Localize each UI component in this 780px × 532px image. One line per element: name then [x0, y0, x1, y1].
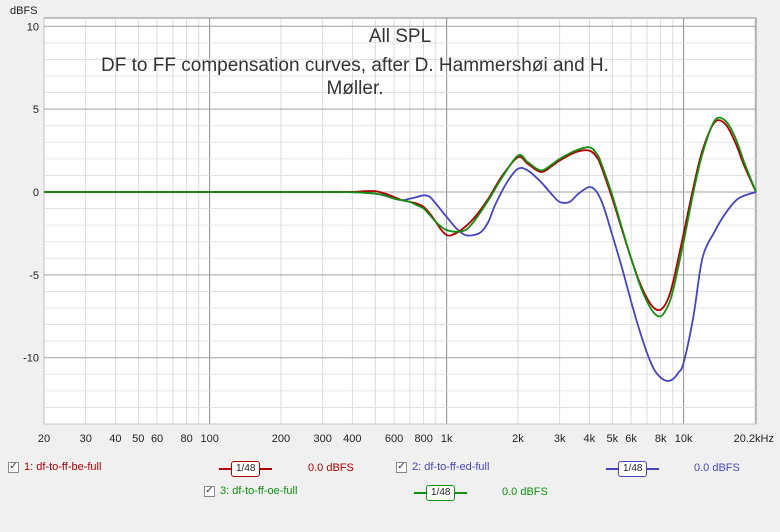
y-tick-label: -10	[23, 353, 39, 365]
series-line-2	[43, 166, 757, 382]
series-2-smoothing-label: 1/48	[618, 461, 648, 477]
series-1-smoothing-label: 1/48	[231, 461, 261, 477]
x-tick-label: 400	[343, 433, 361, 445]
x-tick-label: 10k	[675, 433, 693, 445]
x-tick-label: 50	[132, 433, 144, 445]
x-tick-label: 5k	[606, 433, 618, 445]
series-layer	[43, 116, 757, 382]
chart-subtitle: DF to FF compensation curves, after D. H…	[101, 55, 609, 99]
series-1-name: 1: df-to-ff-be-full	[24, 461, 102, 473]
x-tick-label: 6k	[625, 433, 637, 445]
x-tick-label: 100	[200, 433, 218, 445]
series-1-level: 0.0 dBFS	[308, 462, 354, 474]
chart-title: All SPL	[369, 26, 431, 47]
series-1-smoothing[interactable]: 1/48	[219, 461, 273, 477]
x-tick-label: 1k	[441, 433, 453, 445]
series-1-checkbox[interactable]: ✓	[8, 461, 19, 473]
x-tick-label: 8k	[655, 433, 667, 445]
x-tick-label: 300	[314, 433, 332, 445]
x-tick-label: 30	[80, 433, 92, 445]
series-3-smoothing[interactable]: 1/48	[414, 485, 468, 501]
y-tick-labels: 10 5 0 -5 -10	[23, 21, 39, 364]
x-tick-label: 60	[151, 433, 163, 445]
x-tick-label: 40	[109, 433, 121, 445]
series-2-level: 0.0 dBFS	[694, 462, 740, 474]
series-3-name: 3: df-to-ff-oe-full	[220, 485, 298, 497]
y-tick-label: 5	[33, 104, 39, 116]
x-tick-label: 80	[181, 433, 193, 445]
series-3-checkbox[interactable]: ✓	[204, 485, 215, 497]
x-tick-label: 20.2kHz	[734, 433, 774, 445]
series-3-level: 0.0 dBFS	[502, 486, 548, 498]
legend-item-3[interactable]: ✓ 3: df-to-ff-oe-full	[204, 485, 297, 497]
series-line-3	[43, 116, 757, 318]
series-2-checkbox[interactable]: ✓	[396, 461, 407, 473]
y-tick-label: -5	[29, 270, 39, 282]
y-tick-label: 0	[33, 187, 39, 199]
legend-item-2[interactable]: ✓ 2: df-to-ff-ed-full	[396, 461, 489, 473]
series-2-name: 2: df-to-ff-ed-full	[412, 461, 490, 473]
y-axis-label: dBFS	[10, 5, 38, 17]
x-tick-label: 600	[385, 433, 403, 445]
y-tick-label: 10	[27, 21, 39, 33]
x-tick-label: 3k	[554, 433, 566, 445]
grid	[43, 18, 756, 425]
legend-item-1[interactable]: ✓ 1: df-to-ff-be-full	[8, 461, 101, 473]
x-tick-label: 4k	[584, 433, 596, 445]
chart-subtitle-box: DF to FF compensation curves, after D. H…	[101, 55, 609, 99]
plot-area	[43, 17, 757, 425]
x-tick-label: 200	[272, 433, 290, 445]
series-3-smoothing-label: 1/48	[426, 485, 456, 501]
x-tick-label: 20	[38, 433, 50, 445]
x-tick-labels: 20 30 40 50 60 80 100 200 300 400 600 800 1k 2k 3k 4k 5k…	[38, 433, 774, 445]
series-2-smoothing[interactable]: 1/48	[606, 461, 660, 477]
x-tick-label: 800	[414, 433, 432, 445]
x-tick-label: 2k	[512, 433, 524, 445]
